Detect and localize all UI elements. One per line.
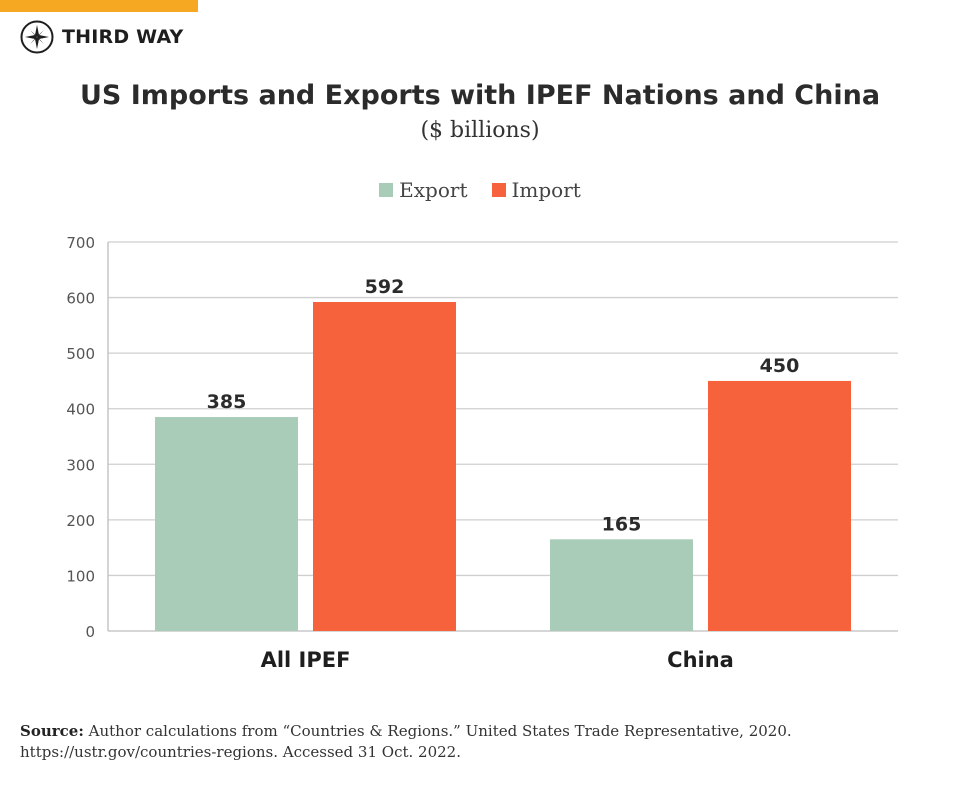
bar-chart: 0 100 200 300 400 500 600 700 385 592 All IPEF 165 4… [66, 234, 898, 672]
y-tick-label: 200 [66, 512, 95, 530]
chart-subtitle: ($ billions) [420, 118, 540, 143]
x-category-label: All IPEF [261, 648, 351, 672]
y-tick-label: 300 [66, 456, 95, 474]
y-tick-label: 500 [66, 345, 95, 363]
chart-title: US Imports and Exports with IPEF Nations… [79, 80, 881, 111]
legend-label-export: Export [399, 178, 468, 202]
brand-logo: THIRD WAY [20, 20, 184, 54]
bar-export-all-ipef [155, 417, 298, 631]
x-category-label: China [667, 648, 734, 672]
legend-swatch-import [491, 183, 506, 197]
source-text: Author calculations from “Countries & Re… [20, 722, 792, 761]
source-label: Source: [20, 722, 84, 740]
legend-swatch-export [379, 183, 394, 197]
y-tick-label: 400 [66, 401, 95, 419]
data-label: 450 [760, 355, 800, 377]
data-label: 592 [365, 276, 405, 298]
data-label: 385 [207, 391, 247, 413]
legend-item-export: Export [379, 178, 468, 202]
y-tick-label: 0 [85, 623, 95, 641]
y-tick-label: 100 [66, 567, 95, 585]
source-note: Source: Author calculations from “Countr… [20, 721, 940, 763]
data-label: 165 [602, 513, 642, 535]
bar-import-all-ipef [313, 302, 456, 631]
y-tick-label: 700 [66, 234, 95, 252]
chart-legend: Export Import [0, 178, 960, 202]
compass-icon [20, 20, 54, 54]
y-tick-label: 600 [66, 290, 95, 308]
top-accent-bar [0, 0, 198, 12]
bar-import-china [708, 380, 851, 631]
legend-label-import: Import [511, 178, 581, 202]
legend-item-import: Import [491, 178, 581, 202]
brand-name: THIRD WAY [62, 26, 184, 48]
bar-export-china [550, 539, 693, 631]
